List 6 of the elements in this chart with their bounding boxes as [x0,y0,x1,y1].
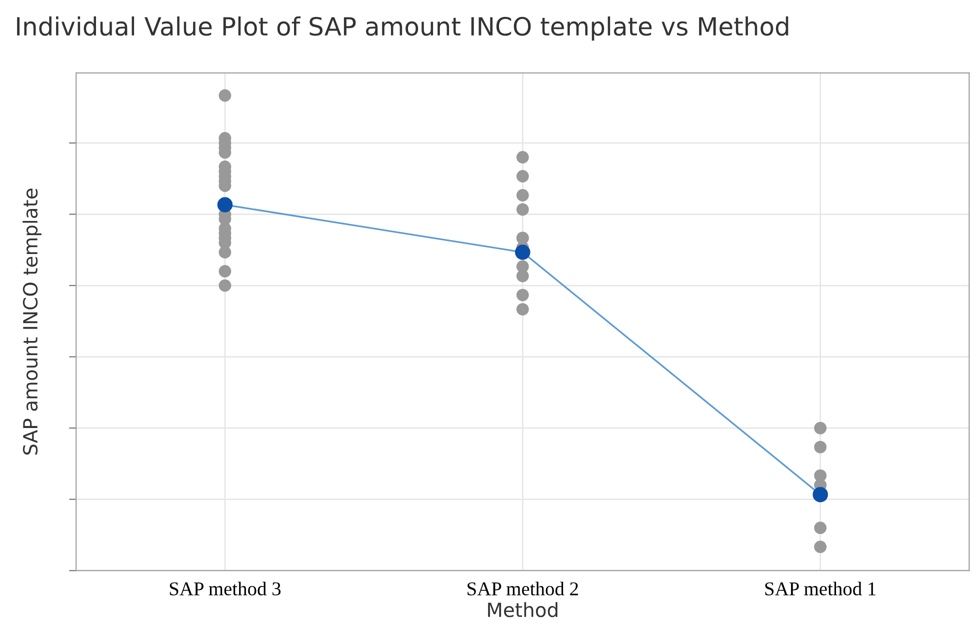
x-tick-label: SAP method 3 [170,582,281,596]
x-axis-title: Method [488,602,558,618]
x-tick-label: SAP method 1 [765,582,876,596]
chart-title: Individual Value Plot of SAP amount INCO template vs Method [17,16,788,41]
y-axis-title: SAP amount INCO template [22,188,42,455]
x-tick-label: SAP method 2 [468,582,578,596]
